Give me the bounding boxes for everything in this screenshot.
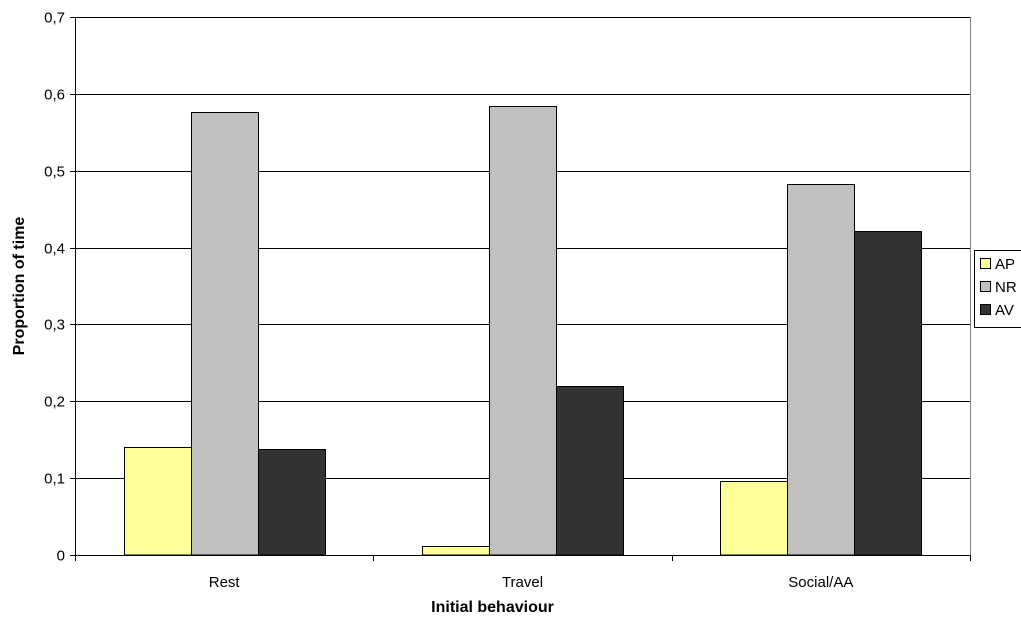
legend-label-nr: NR — [995, 279, 1017, 296]
axes — [70, 17, 971, 561]
y-tick-labels: 0 0,1 0,2 0,3 0,4 0,5 0,6 0,7 — [44, 10, 65, 565]
legend-swatch-av — [980, 304, 991, 315]
y-tick-label: 0,1 — [44, 471, 65, 488]
y-tick-label: 0,6 — [44, 87, 65, 104]
y-tick-label: 0,7 — [44, 10, 65, 27]
y-axis-title: Proportion of time — [11, 217, 28, 356]
bar-nr-rest — [191, 112, 259, 556]
y-tick-label: 0,3 — [44, 317, 65, 334]
legend-label-av: AV — [995, 302, 1014, 319]
y-tick-label: 0,5 — [44, 164, 65, 181]
legend: AP NR AV — [974, 250, 1021, 328]
bar-av-travel — [556, 386, 624, 556]
bar-ap-travel — [422, 546, 490, 556]
legend-swatch-nr — [980, 281, 991, 292]
bar-nr-social-aa — [787, 184, 855, 556]
bar-av-rest — [258, 449, 326, 556]
bar-ap-social-aa — [720, 481, 788, 556]
bar-ap-rest — [124, 447, 192, 556]
y-tick-label: 0 — [57, 548, 65, 565]
bars — [124, 106, 922, 556]
bar-nr-travel — [489, 106, 557, 556]
y-tick-label: 0,4 — [44, 241, 65, 258]
y-tick-label: 0,2 — [44, 394, 65, 411]
legend-swatch-ap — [980, 258, 991, 269]
x-tick-labels: Rest Travel Social/AA — [209, 574, 854, 591]
legend-label-ap: AP — [995, 256, 1015, 273]
x-tick-label: Travel — [502, 574, 543, 591]
bar-av-social-aa — [854, 231, 922, 556]
x-tick-label: Social/AA — [788, 574, 853, 591]
x-tick-label: Rest — [209, 574, 241, 591]
x-axis-title: Initial behaviour — [431, 599, 554, 616]
